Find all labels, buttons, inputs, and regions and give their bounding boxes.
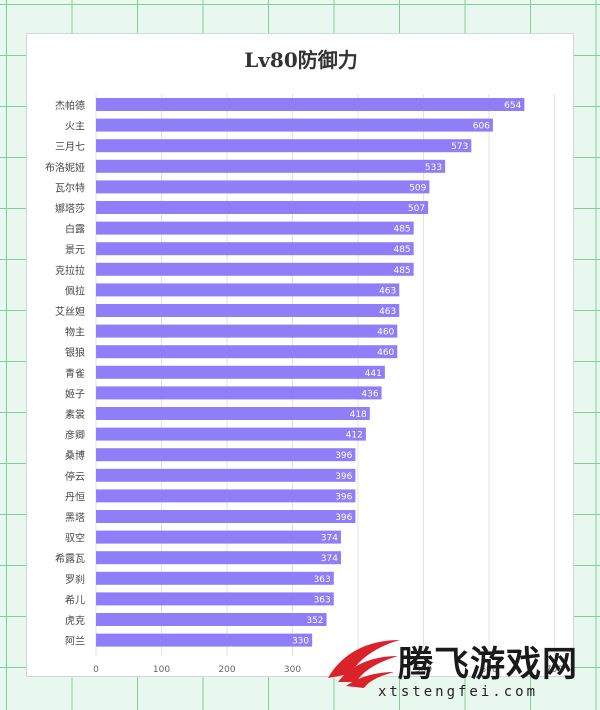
bar <box>96 283 400 297</box>
bar-value-label: 396 <box>335 472 352 482</box>
category-label: 黑塔 <box>65 511 85 524</box>
bar-value-label: 463 <box>379 307 396 317</box>
red-swirl-wing-logo-icon <box>328 640 400 688</box>
category-label: 驭空 <box>65 532 85 545</box>
bar <box>96 613 327 626</box>
x-tick-label: 700 <box>546 665 563 675</box>
category-label: 克拉拉 <box>55 264 85 277</box>
chart-card: Lv80防御力 654 606 573 533 509 507 485 485 485 463 46… <box>26 33 574 677</box>
bar <box>96 98 525 111</box>
bar <box>96 592 334 606</box>
category-label: 火主 <box>65 121 85 133</box>
x-tick-label: 200 <box>218 665 235 675</box>
bar-value-label: 352 <box>306 616 323 626</box>
bar <box>96 180 430 194</box>
category-label: 彦卿 <box>65 429 85 442</box>
bar-value-label: 330 <box>292 637 309 647</box>
bar-value-label: 396 <box>335 513 352 523</box>
watermark-url-text: xtstengfei.com <box>378 684 539 700</box>
category-labels: 杰帕德火主三月七布洛妮娅瓦尔特娜塔莎白露景元克拉拉佩拉艾丝妲物主银狼青雀姬子素裳… <box>45 99 85 648</box>
category-label: 银狼 <box>65 346 85 359</box>
bar-chart: Lv80防御力 654 606 573 533 509 507 485 485 485 463 46… <box>45 48 563 675</box>
category-label: 丹恒 <box>65 490 85 503</box>
bar-value-label: 441 <box>365 369 382 379</box>
bar-value-label: 654 <box>504 101 521 111</box>
x-tick-label: 0 <box>93 665 99 675</box>
bar-value-label: 606 <box>473 122 490 132</box>
category-label: 阿兰 <box>65 635 85 648</box>
category-label: 娜塔莎 <box>55 202 85 215</box>
bar <box>96 242 414 256</box>
bar <box>96 221 414 235</box>
category-label: 希露瓦 <box>55 552 85 565</box>
x-tick-label: 300 <box>284 665 301 675</box>
bar <box>96 139 472 153</box>
bar <box>96 510 356 523</box>
bar <box>96 448 356 462</box>
bar <box>96 571 334 585</box>
bar-value-label: 507 <box>408 204 425 214</box>
bar <box>96 551 341 565</box>
bar <box>96 262 414 276</box>
bar-value-label: 436 <box>361 389 378 399</box>
bar-value-label: 509 <box>409 183 426 193</box>
bar-value-label: 374 <box>321 554 338 564</box>
bar <box>96 345 398 359</box>
watermark-brand-text: 腾飞游戏网 <box>398 644 579 685</box>
bar <box>96 304 400 317</box>
bar-value-label: 485 <box>393 266 410 276</box>
category-label: 素裳 <box>65 408 85 421</box>
bar <box>96 159 446 173</box>
bar-value-label: 396 <box>335 492 352 502</box>
bar <box>96 201 429 214</box>
category-label: 佩拉 <box>65 284 85 297</box>
category-label: 青雀 <box>65 367 85 380</box>
category-label: 布洛妮娅 <box>45 161 85 174</box>
bar-value-label: 374 <box>321 534 338 544</box>
bar-value-label: 418 <box>350 410 367 420</box>
bar-value-label: 460 <box>377 328 394 338</box>
category-label: 停云 <box>65 470 85 483</box>
bars: 654 606 573 533 509 507 485 485 485 463 463 460 460 4… <box>96 98 525 647</box>
category-label: 杰帕德 <box>55 99 85 112</box>
category-label: 白露 <box>65 223 85 236</box>
bar-value-label: 363 <box>314 575 331 585</box>
bar <box>96 324 398 338</box>
bar-value-label: 460 <box>377 348 394 358</box>
bar <box>96 118 493 132</box>
bar <box>96 530 341 544</box>
bar <box>96 386 382 400</box>
category-label: 物主 <box>65 326 85 339</box>
bar <box>96 365 385 379</box>
bar-value-label: 533 <box>425 163 442 173</box>
bar-value-label: 363 <box>314 595 331 605</box>
category-label: 景元 <box>65 244 85 256</box>
bar <box>96 427 366 441</box>
category-label: 三月七 <box>55 141 85 153</box>
category-label: 桑博 <box>65 449 85 462</box>
bar <box>96 633 313 647</box>
bar <box>96 468 356 482</box>
category-label: 虎克 <box>65 615 85 627</box>
category-label: 艾丝妲 <box>55 305 85 318</box>
category-label: 姬子 <box>65 387 85 400</box>
category-label: 罗刹 <box>65 574 85 586</box>
watermark: 腾飞游戏网 xtstengfei.com <box>320 628 600 710</box>
category-label: 希儿 <box>65 593 85 606</box>
bar <box>96 489 356 503</box>
category-label: 瓦尔特 <box>55 181 85 194</box>
x-tick-label: 100 <box>153 665 170 675</box>
x-tick-label: 500 <box>415 665 432 675</box>
bar-value-label: 485 <box>393 245 410 255</box>
bar-value-label: 463 <box>379 286 396 296</box>
chart-title: Lv80防御力 <box>244 48 358 72</box>
x-tick-label: 600 <box>480 665 497 675</box>
bar-value-label: 396 <box>335 451 352 461</box>
bar-value-label: 485 <box>393 225 410 235</box>
bar-value-label: 573 <box>451 142 468 152</box>
bar-value-label: 412 <box>346 431 363 441</box>
bar <box>96 407 370 420</box>
